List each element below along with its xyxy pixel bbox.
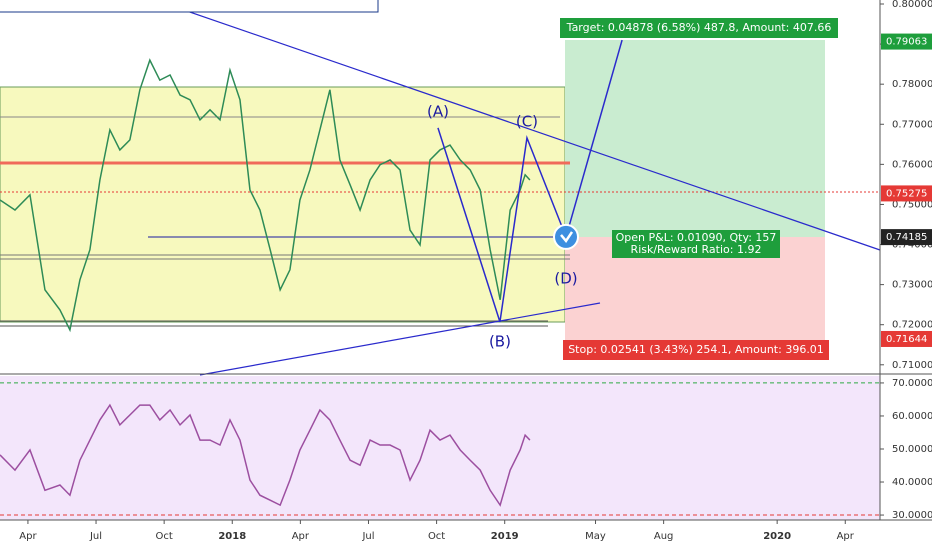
price-tag-label: 0.79063 (886, 37, 927, 48)
stop-label: Stop: 0.02541 (3.43%) 254.1, Amount: 396… (568, 343, 824, 356)
y-tick-label: 0.78000 (892, 79, 932, 90)
price-tag (881, 185, 932, 202)
rsi-background (0, 376, 880, 520)
price-tag (881, 33, 932, 50)
pattern-label: (B) (489, 332, 511, 350)
y-tick-label: 30.0000 (892, 510, 932, 521)
x-tick-label: 2020 (763, 531, 791, 542)
y-tick-label: 0.80000 (892, 0, 932, 10)
pattern-label: (D) (554, 269, 577, 287)
price-tag-label: 0.74185 (886, 232, 927, 243)
series-line (0, 58, 531, 333)
pattern-label: (C) (516, 112, 538, 130)
trend-line (199, 302, 601, 376)
y-tick-label: 40.0000 (892, 477, 932, 488)
price-tag (881, 229, 932, 246)
pnl-label: Open P&L: 0.01090, Qty: 157 (616, 231, 777, 244)
entry-marker (553, 223, 580, 250)
x-tick-label: Jul (89, 531, 102, 542)
y-tick-label: 0.75000 (892, 199, 932, 210)
y-tick-label: 50.0000 (892, 444, 932, 455)
entry-check (560, 231, 574, 243)
x-tick-label: Apr (837, 531, 855, 542)
pattern-line (437, 127, 567, 323)
target-label-box (560, 18, 838, 38)
trend-line (154, 0, 881, 251)
range-box (0, 86, 566, 323)
x-tick-label: Apr (19, 531, 37, 542)
stop-label-box (563, 340, 829, 360)
target-zone (565, 40, 825, 237)
x-tick-label: 2018 (218, 531, 246, 542)
price-tag-label: 0.75275 (886, 188, 927, 199)
plot-layer: (A) (B) (C) (D) (0, 39, 880, 516)
y-tick-label: 60.0000 (892, 411, 932, 422)
price-tag-label: 0.71644 (886, 334, 927, 345)
x-tick-label: Jul (361, 531, 374, 542)
x-tick-label: Apr (292, 531, 310, 542)
legend-box (0, 0, 379, 13)
price-tag (881, 330, 932, 347)
pnl-label-box (612, 230, 780, 258)
target-label: Target: 0.04878 (6.58%) 487.8, Amount: 4… (566, 21, 832, 34)
y-tick-label: 0.77000 (892, 119, 932, 130)
y-tick-label: 70.0000 (892, 378, 932, 389)
x-tick-label: 2019 (491, 531, 519, 542)
x-tick-label: Aug (654, 531, 674, 542)
y-tick-label: 0.71000 (892, 360, 932, 371)
projection-line (565, 39, 623, 238)
pattern-label: (A) (427, 102, 449, 120)
y-tick-label: 0.76000 (892, 159, 932, 170)
series-line (0, 403, 531, 507)
x-tick-label: May (585, 531, 606, 542)
price-axis (880, 0, 932, 550)
y-tick-label: 0.72000 (892, 320, 932, 331)
x-tick-label: Oct (156, 531, 173, 542)
x-tick-label: Oct (428, 531, 445, 542)
rr-label: Risk/Reward Ratio: 1.92 (631, 243, 762, 256)
y-tick-label: 0.73000 (892, 280, 932, 291)
